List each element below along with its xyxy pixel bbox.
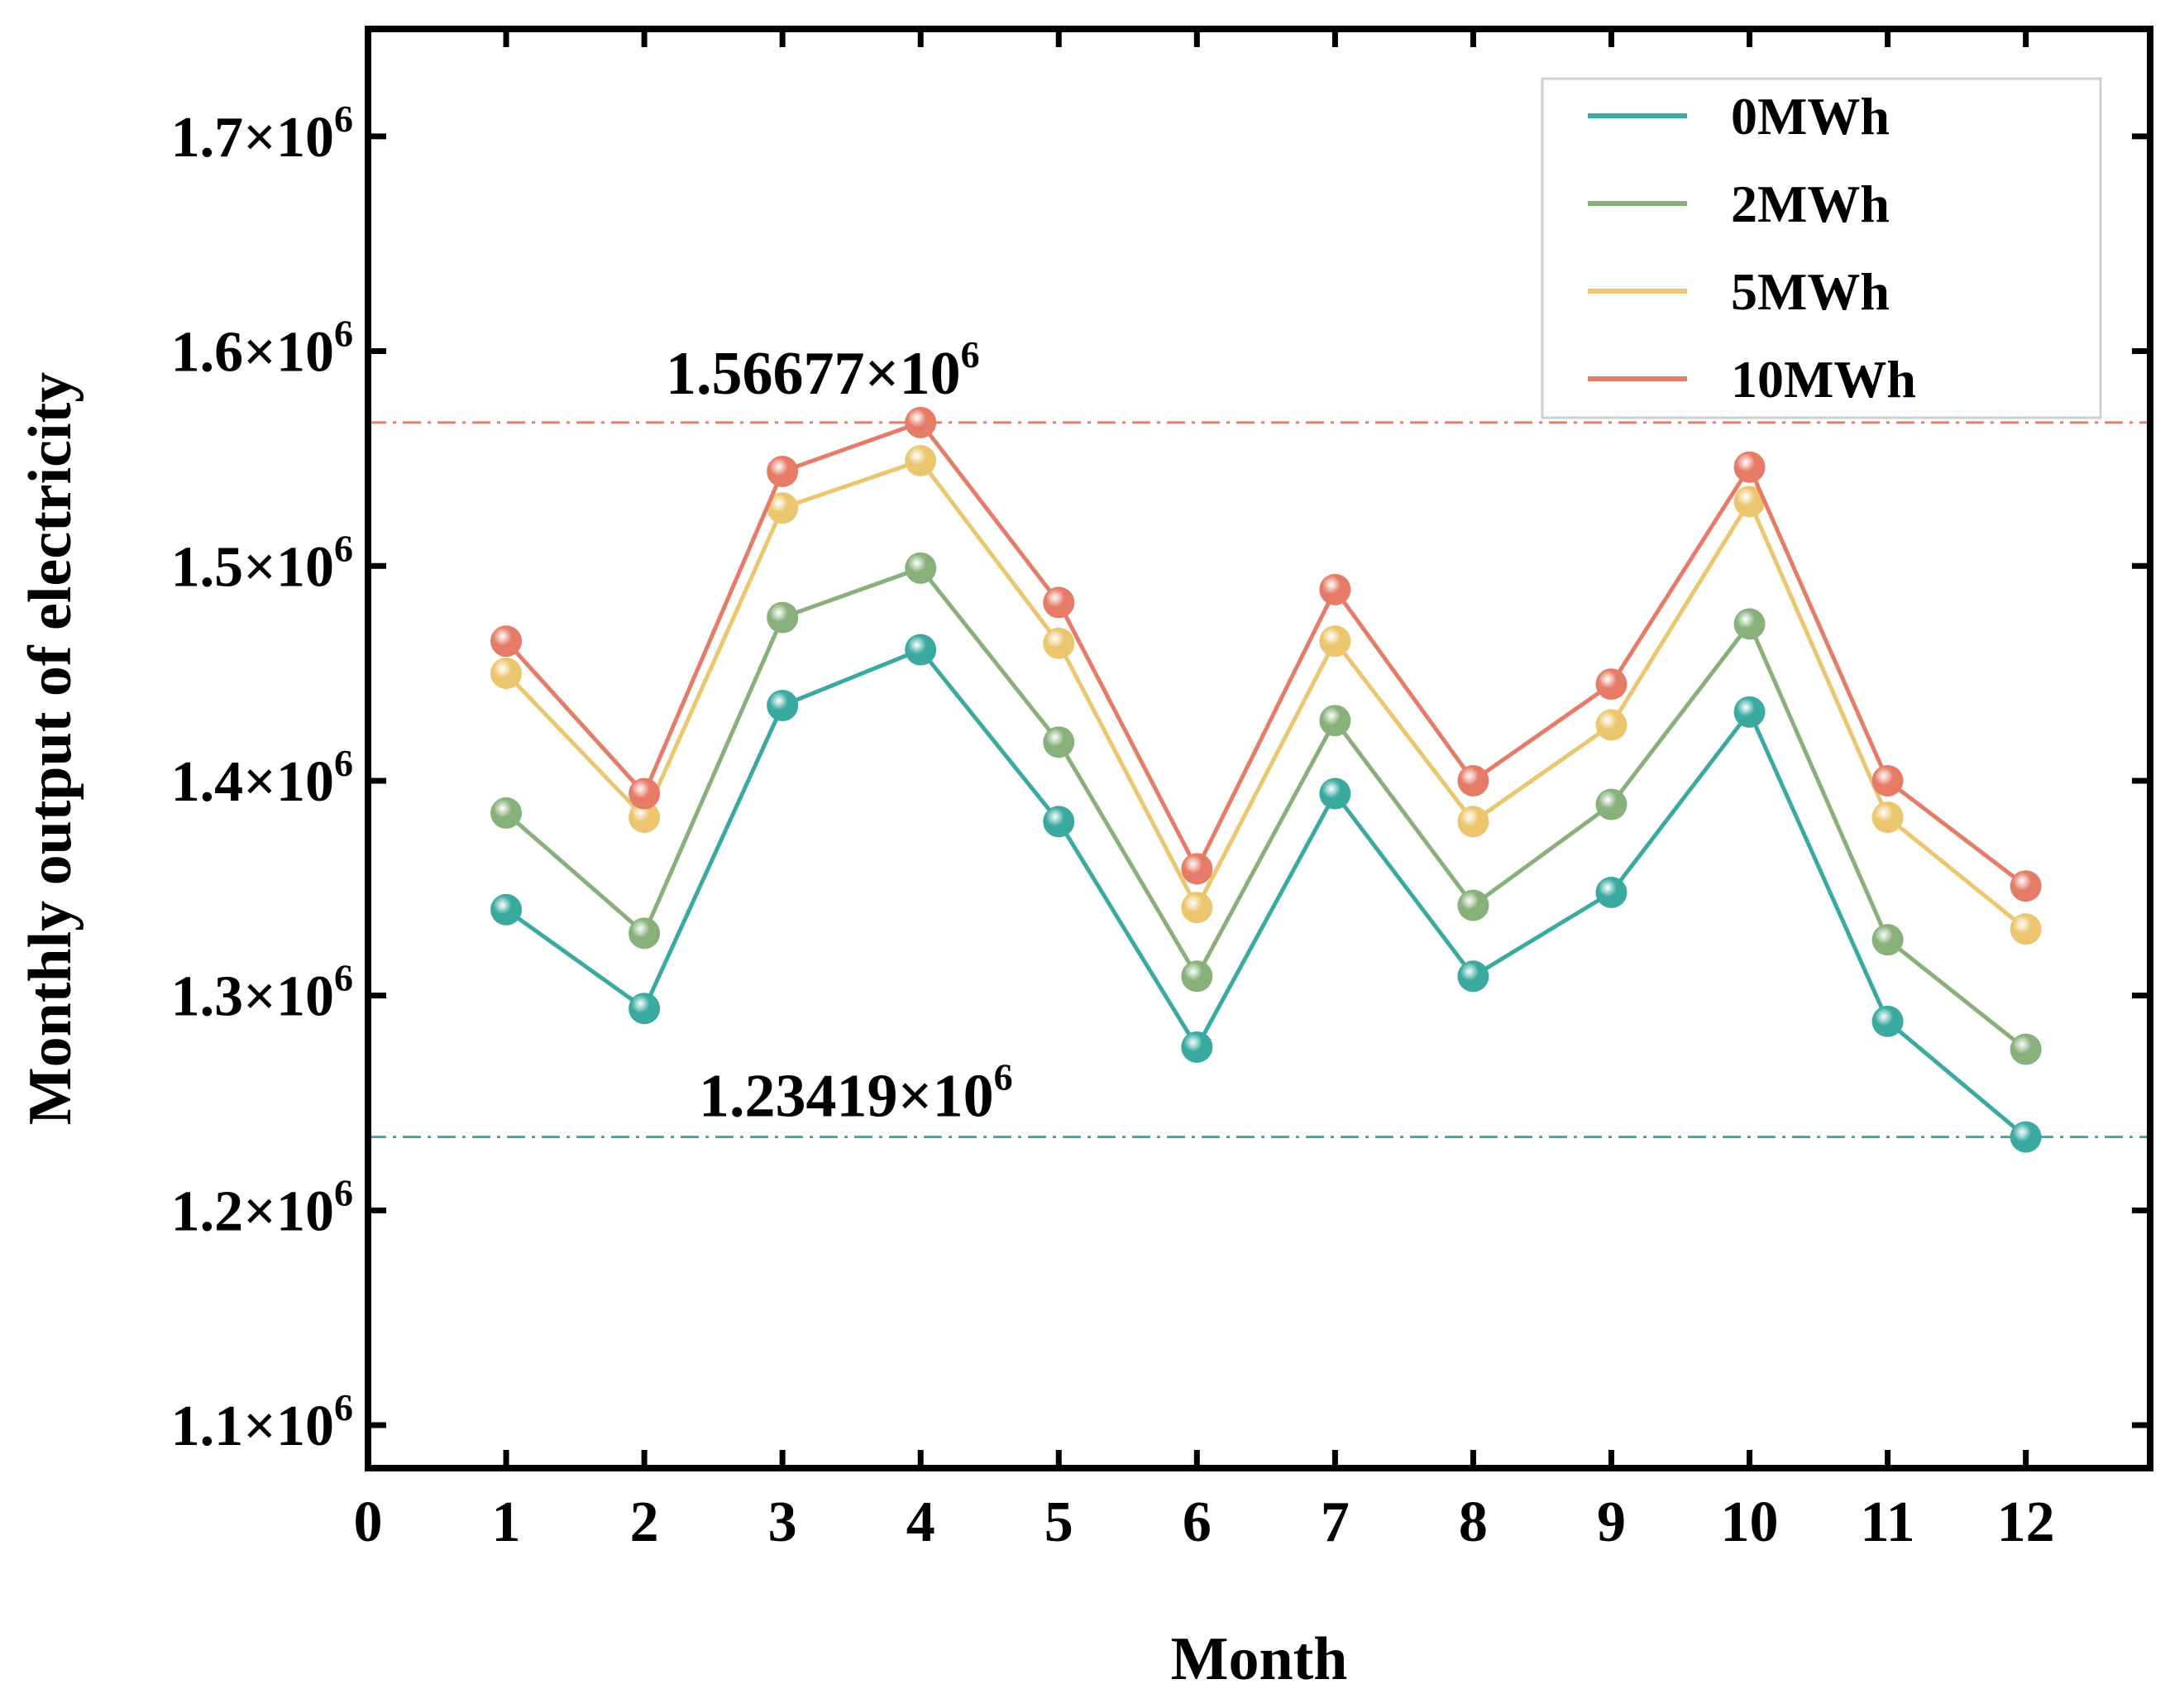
data-point bbox=[1043, 627, 1075, 659]
data-point bbox=[905, 634, 937, 666]
series-0MWh bbox=[490, 634, 2042, 1153]
data-point bbox=[905, 406, 937, 438]
legend-label: 0MWh bbox=[1731, 87, 1890, 146]
x-tick-label: 5 bbox=[1044, 1490, 1073, 1554]
data-point bbox=[1595, 788, 1628, 821]
data-point bbox=[629, 777, 661, 810]
data-point bbox=[1733, 451, 1766, 483]
legend: 0MWh 2MWh 5MWh 10MWh bbox=[1541, 77, 2102, 419]
reference-label: 1.23419×106 bbox=[699, 1056, 1013, 1131]
x-tick-label: 0 bbox=[354, 1490, 383, 1554]
reference-lines bbox=[368, 421, 2150, 1139]
data-point bbox=[1319, 705, 1351, 737]
series-10MWh bbox=[490, 406, 2042, 902]
data-point bbox=[1043, 726, 1075, 758]
data-point bbox=[1181, 892, 1213, 924]
data-point bbox=[1043, 806, 1075, 838]
x-tick-label: 8 bbox=[1459, 1490, 1488, 1554]
y-tick-label: 1.2×106 bbox=[171, 1171, 353, 1243]
x-tick-label: 2 bbox=[630, 1490, 659, 1554]
legend-item: 0MWh bbox=[1588, 87, 1890, 146]
data-point bbox=[905, 445, 937, 476]
data-point bbox=[1319, 573, 1351, 605]
data-point bbox=[1871, 801, 1904, 834]
y-tick-label: 1.1×106 bbox=[171, 1386, 353, 1458]
reference-label: 1.56677×106 bbox=[666, 333, 980, 408]
data-point bbox=[767, 492, 799, 524]
data-point bbox=[1457, 889, 1489, 921]
data-point bbox=[490, 893, 523, 926]
data-point bbox=[2010, 870, 2042, 902]
data-point bbox=[629, 801, 661, 834]
series-5MWh bbox=[490, 445, 2042, 945]
data-point bbox=[1733, 608, 1766, 640]
data-point bbox=[1319, 625, 1351, 658]
data-point bbox=[490, 797, 523, 829]
plot-frame bbox=[365, 26, 2153, 1471]
legend-label: 10MWh bbox=[1731, 350, 1916, 409]
data-point bbox=[905, 552, 937, 584]
legend-label: 2MWh bbox=[1731, 175, 1890, 233]
legend-item: 10MWh bbox=[1588, 350, 1916, 409]
legend-item: 2MWh bbox=[1588, 175, 1890, 233]
y-tick-label: 1.3×106 bbox=[171, 957, 353, 1029]
series-layer bbox=[490, 406, 2042, 1153]
data-point bbox=[1871, 764, 1904, 797]
data-point bbox=[767, 455, 799, 487]
data-point bbox=[1457, 764, 1489, 797]
x-axis-title: Month bbox=[1171, 1625, 1348, 1693]
data-point bbox=[1457, 806, 1489, 838]
legend-box bbox=[1541, 77, 2102, 419]
series-2MWh bbox=[490, 552, 2042, 1065]
data-point bbox=[490, 658, 523, 690]
series-line bbox=[504, 565, 2028, 1051]
y-axis-title: Monthly output of electricity bbox=[17, 372, 84, 1125]
data-point bbox=[1595, 709, 1628, 741]
x-tick-label: 4 bbox=[906, 1490, 935, 1554]
legend-label: 5MWh bbox=[1731, 262, 1890, 321]
x-tick-label: 9 bbox=[1597, 1490, 1626, 1554]
data-point bbox=[1871, 1005, 1904, 1037]
y-tick-label: 1.6×106 bbox=[171, 313, 353, 385]
data-point bbox=[1733, 486, 1766, 518]
data-point bbox=[767, 601, 799, 634]
legend-item: 5MWh bbox=[1588, 262, 1890, 321]
x-tick-label: 7 bbox=[1321, 1490, 1350, 1554]
x-tick-label: 12 bbox=[1997, 1490, 2055, 1554]
x-tick-label: 11 bbox=[1861, 1490, 1915, 1554]
data-point bbox=[1595, 668, 1628, 701]
data-point bbox=[1181, 853, 1213, 885]
annotations: 1.56677×106 1.23419×106 bbox=[666, 333, 1013, 1131]
data-point bbox=[2010, 1121, 2042, 1153]
x-tick-label: 3 bbox=[768, 1490, 797, 1554]
series-line bbox=[504, 458, 2028, 931]
data-point bbox=[490, 625, 523, 658]
x-tick-label: 6 bbox=[1183, 1490, 1212, 1554]
series-line bbox=[504, 647, 2028, 1139]
axis-ticks: 0 1 2 3 4 5 6 7 8 9 10 11 121.1×1061.2×1061.3×1061.4… bbox=[171, 29, 2150, 1554]
data-point bbox=[2010, 1033, 2042, 1065]
data-point bbox=[629, 993, 661, 1025]
data-point bbox=[1319, 777, 1351, 810]
data-point bbox=[1181, 960, 1213, 993]
x-tick-label: 10 bbox=[1721, 1490, 1779, 1554]
data-point bbox=[629, 917, 661, 950]
data-point bbox=[1733, 696, 1766, 728]
y-tick-label: 1.5×106 bbox=[171, 527, 353, 599]
data-point bbox=[1181, 1031, 1213, 1063]
series-line bbox=[504, 419, 2028, 888]
y-tick-label: 1.4×106 bbox=[171, 742, 353, 814]
y-tick-label: 1.7×106 bbox=[171, 98, 353, 170]
data-point bbox=[1457, 960, 1489, 993]
data-point bbox=[1595, 877, 1628, 908]
data-point bbox=[1043, 586, 1075, 619]
data-point bbox=[1871, 924, 1904, 956]
data-point bbox=[767, 690, 799, 722]
x-tick-label: 1 bbox=[492, 1490, 521, 1554]
data-point bbox=[2010, 913, 2042, 945]
